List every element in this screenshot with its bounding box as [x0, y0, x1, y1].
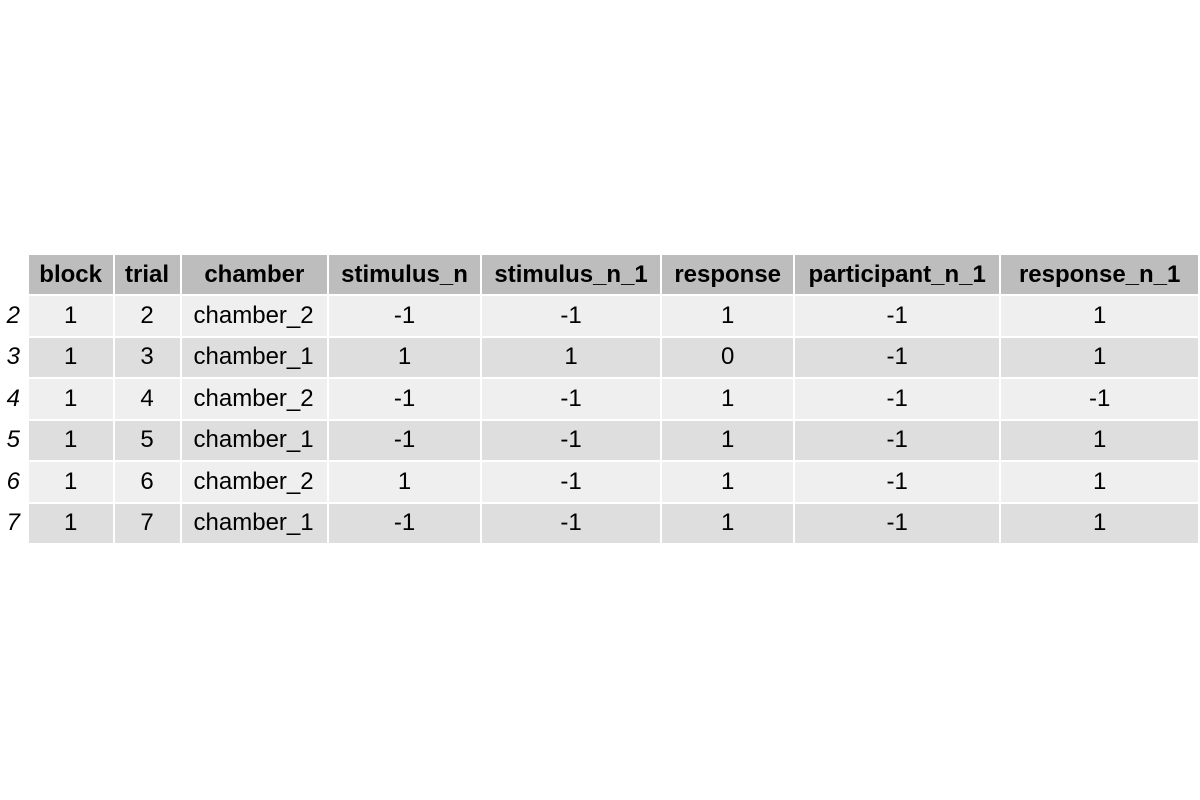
table-cell-response-n-1: -1 — [1001, 379, 1198, 419]
table-cell-participant-n-1: -1 — [795, 379, 1000, 419]
table-cell-response-n-1: 1 — [1001, 462, 1198, 502]
column-header-stimulus-n: stimulus_n — [329, 255, 480, 294]
table-cell-response-n-1: 1 — [1001, 503, 1198, 543]
table-cell-chamber: chamber_1 — [181, 420, 328, 460]
table-cell-response: 1 — [662, 503, 793, 543]
table-row: 4 1 4 chamber_2 -1 -1 1 -1 -1 — [0, 379, 1198, 419]
column-header-participant-n-1: participant_n_1 — [795, 255, 1000, 294]
table-cell-block: 1 — [28, 379, 113, 419]
table-cell-stimulus-n-1: -1 — [481, 462, 661, 502]
table-row: 5 1 5 chamber_1 -1 -1 1 -1 1 — [0, 420, 1198, 460]
table-row: 3 1 3 chamber_1 1 1 0 -1 1 — [0, 337, 1198, 377]
table-cell-block: 1 — [28, 420, 113, 460]
table-cell-stimulus-n: -1 — [329, 379, 480, 419]
table-cell-trial: 3 — [114, 337, 180, 377]
table-cell-block: 1 — [28, 296, 113, 336]
row-name: 4 — [6, 384, 21, 412]
table-container: block trial chamber stimulus_n stimulus_… — [0, 255, 1200, 545]
table-cell-response-n-1: 1 — [1001, 296, 1198, 336]
table-cell-stimulus-n-1: -1 — [481, 379, 661, 419]
table-row: 2 1 2 chamber_2 -1 -1 1 -1 1 — [0, 296, 1198, 336]
table-cell-response: 1 — [662, 296, 793, 336]
table-cell-stimulus-n: -1 — [329, 503, 480, 543]
column-header-response-n-1: response_n_1 — [1001, 255, 1198, 294]
table-cell-stimulus-n: 1 — [329, 337, 480, 377]
row-name: 6 — [6, 467, 21, 495]
table-cell-participant-n-1: -1 — [795, 503, 1000, 543]
table-cell-participant-n-1: -1 — [795, 462, 1000, 502]
row-name: 2 — [6, 301, 21, 329]
row-name: 3 — [6, 343, 21, 371]
table-row: 7 1 7 chamber_1 -1 -1 1 -1 1 — [0, 503, 1198, 543]
column-header-block: block — [28, 255, 113, 294]
table-cell-response: 0 — [662, 337, 793, 377]
table-cell-stimulus-n: -1 — [329, 420, 480, 460]
column-header-chamber: chamber — [181, 255, 328, 294]
table-cell-stimulus-n: -1 — [329, 296, 480, 336]
table-cell-response-n-1: 1 — [1001, 337, 1198, 377]
table-cell-block: 1 — [28, 337, 113, 377]
header-row: block trial chamber stimulus_n stimulus_… — [0, 255, 1198, 294]
table-cell-stimulus-n-1: -1 — [481, 296, 661, 336]
table-cell-participant-n-1: -1 — [795, 420, 1000, 460]
table-cell-chamber: chamber_2 — [181, 296, 328, 336]
table-cell-participant-n-1: -1 — [795, 337, 1000, 377]
table-cell-response: 1 — [662, 420, 793, 460]
table-cell-trial: 5 — [114, 420, 180, 460]
table-cell-trial: 6 — [114, 462, 180, 502]
table-cell-stimulus-n: 1 — [329, 462, 480, 502]
table-cell-chamber: chamber_1 — [181, 503, 328, 543]
table-cell-chamber: chamber_2 — [181, 379, 328, 419]
row-name: 7 — [6, 509, 21, 537]
table-cell-trial: 7 — [114, 503, 180, 543]
table-cell-trial: 2 — [114, 296, 180, 336]
table-cell-response: 1 — [662, 462, 793, 502]
table-cell-response-n-1: 1 — [1001, 420, 1198, 460]
table-cell-stimulus-n-1: -1 — [481, 503, 661, 543]
row-name: 5 — [6, 426, 21, 454]
table-row: 6 1 6 chamber_2 1 -1 1 -1 1 — [0, 462, 1198, 502]
table-cell-chamber: chamber_1 — [181, 337, 328, 377]
table-cell-block: 1 — [28, 503, 113, 543]
column-header-stimulus-n-1: stimulus_n_1 — [481, 255, 661, 294]
corner-cell — [0, 255, 27, 294]
table-cell-participant-n-1: -1 — [795, 296, 1000, 336]
table-cell-stimulus-n-1: 1 — [481, 337, 661, 377]
table-cell-block: 1 — [28, 462, 113, 502]
column-header-trial: trial — [114, 255, 180, 294]
data-table: block trial chamber stimulus_n stimulus_… — [0, 253, 1200, 545]
table-cell-stimulus-n-1: -1 — [481, 420, 661, 460]
table-body: 2 1 2 chamber_2 -1 -1 1 -1 1 3 1 3 chamber_1 1 1 0 -1 1 4 1… — [0, 296, 1198, 543]
table-cell-response: 1 — [662, 379, 793, 419]
table-cell-trial: 4 — [114, 379, 180, 419]
column-header-response: response — [662, 255, 793, 294]
table-cell-chamber: chamber_2 — [181, 462, 328, 502]
